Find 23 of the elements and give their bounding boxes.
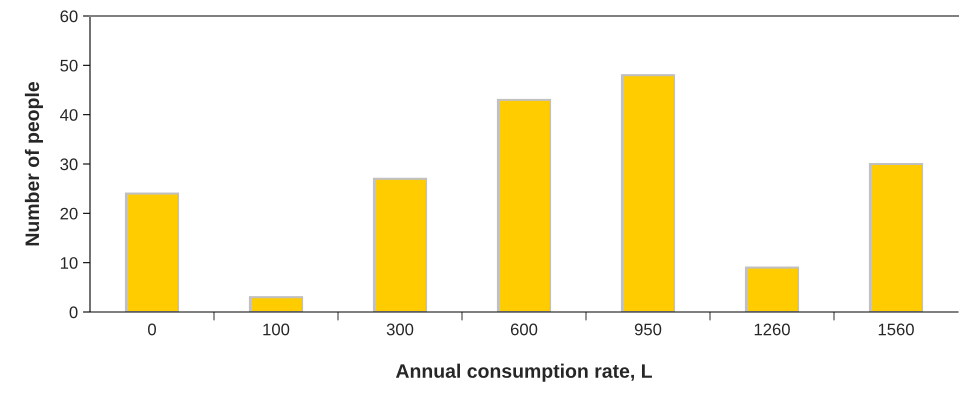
bar bbox=[124, 192, 180, 312]
y-tick-label: 50 bbox=[60, 60, 78, 72]
bar bbox=[868, 162, 924, 312]
bar bbox=[248, 296, 304, 312]
x-tick-label: 1560 bbox=[878, 324, 914, 336]
bar bbox=[620, 74, 676, 312]
x-tick-label: 0 bbox=[148, 324, 156, 336]
x-tick-label: 600 bbox=[510, 324, 538, 336]
y-tick-label: 0 bbox=[70, 306, 78, 318]
x-axis-title: Annual consumption rate, L bbox=[396, 364, 652, 382]
y-tick-label: 20 bbox=[60, 208, 78, 220]
bar bbox=[496, 98, 552, 312]
y-tick-label: 10 bbox=[60, 257, 78, 269]
y-tick-label: 60 bbox=[60, 10, 78, 22]
y-tick-label: 30 bbox=[60, 158, 78, 170]
x-tick-label: 100 bbox=[263, 324, 290, 336]
x-tick-label: 1260 bbox=[754, 324, 790, 336]
bar bbox=[372, 178, 428, 312]
x-tick-label: 300 bbox=[386, 324, 414, 336]
y-tick-label: 40 bbox=[60, 109, 78, 121]
x-tick-label: 950 bbox=[634, 324, 662, 336]
bar bbox=[744, 266, 800, 312]
y-axis-title: Number of people bbox=[24, 82, 43, 246]
